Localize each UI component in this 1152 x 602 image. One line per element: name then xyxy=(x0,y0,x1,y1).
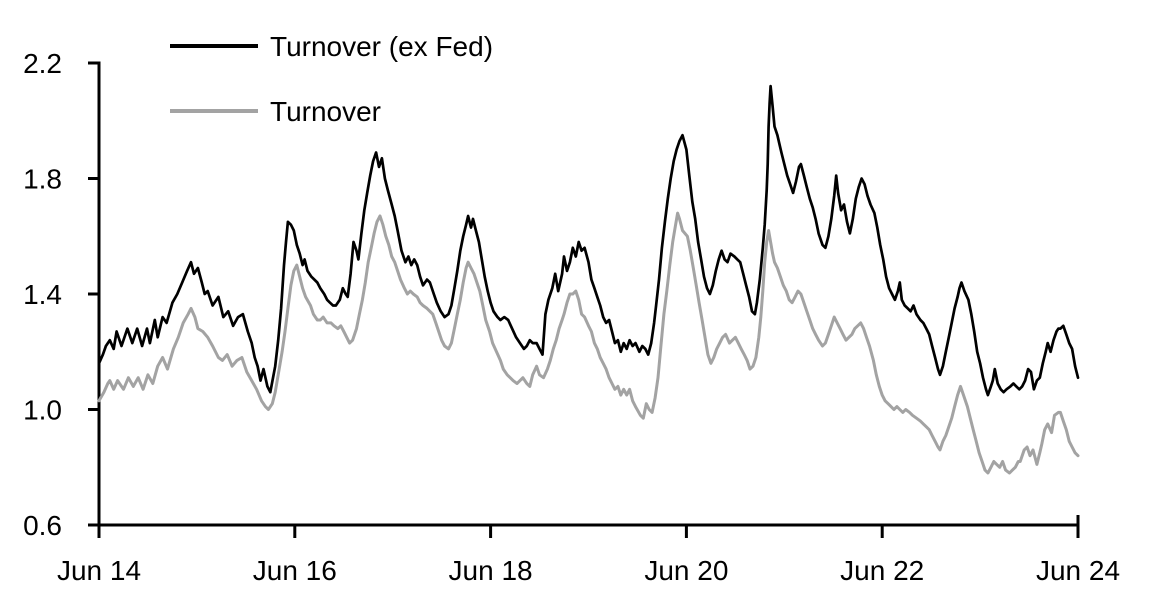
series-turnover-ex-fed xyxy=(97,84,1080,397)
y-tick-label: 1.4 xyxy=(23,279,62,310)
turnover-ex-fed-line xyxy=(97,84,1080,397)
y-axis-ticks: 0.6 1.0 1.4 1.8 2.2 xyxy=(23,48,99,541)
x-tick-label: Jun 14 xyxy=(57,555,141,586)
y-tick-label: 2.2 xyxy=(23,48,62,79)
x-axis-ticks: Jun 14 Jun 16 Jun 18 Jun 20 Jun 22 Jun 24 xyxy=(57,515,1120,586)
y-tick-label: 0.6 xyxy=(23,510,62,541)
x-tick-label: Jun 22 xyxy=(840,555,924,586)
x-tick-label: Jun 24 xyxy=(1036,555,1120,586)
y-tick-label: 1.8 xyxy=(23,163,62,194)
x-tick-label: Jun 20 xyxy=(644,555,728,586)
y-tick-label: 1.0 xyxy=(23,394,62,425)
x-tick-label: Jun 16 xyxy=(253,555,337,586)
legend-label-turnover-ex-fed: Turnover (ex Fed) xyxy=(270,31,493,62)
series-turnover xyxy=(97,211,1080,475)
turnover-line xyxy=(97,211,1080,475)
legend: Turnover (ex Fed) Turnover xyxy=(170,31,493,127)
legend-label-turnover: Turnover xyxy=(270,96,381,127)
axis-spine xyxy=(97,61,1080,527)
x-tick-label: Jun 18 xyxy=(449,555,533,586)
axes xyxy=(97,61,1080,527)
